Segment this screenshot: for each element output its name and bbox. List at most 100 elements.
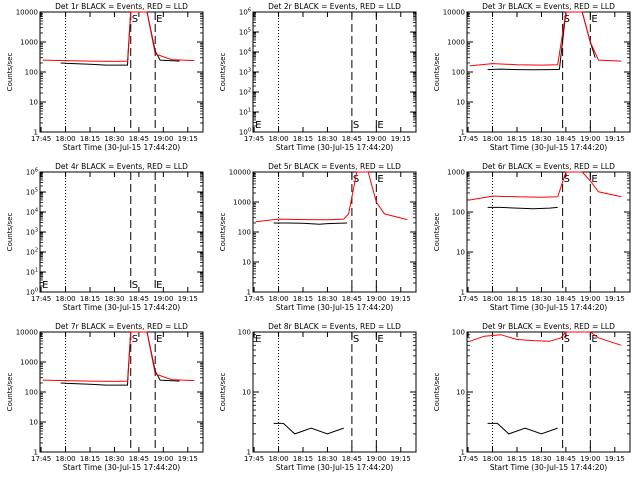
plot-frame xyxy=(252,11,417,133)
chart-panel-5: Det 5r BLACK = Events, RED = LLD 17:45 18:… xyxy=(219,162,417,312)
tick-exponent: 6 xyxy=(248,8,251,14)
plot-title: Det 5r BLACK = Events, RED = LLD xyxy=(268,162,401,171)
y-tick-label: 1 xyxy=(247,449,251,457)
series-events-line xyxy=(273,422,344,435)
marker-label: E xyxy=(255,120,261,131)
plot-title: Det 6r BLACK = Events, RED = LLD xyxy=(482,162,615,171)
y-tick-label: 100 xyxy=(452,69,465,77)
series-lld-line xyxy=(255,171,408,223)
y-tick-label: 1000 xyxy=(233,199,251,207)
x-tick-label: 18:15 xyxy=(80,295,100,303)
y-tick-label: 101 xyxy=(239,108,251,117)
y-axis-label: Counts/sec xyxy=(6,373,14,412)
y-axis-label: Counts/sec xyxy=(219,213,227,252)
x-tick-label: 18:00 xyxy=(55,455,75,463)
x-tick-label: 18:45 xyxy=(342,135,362,143)
x-tick-label: 18:30 xyxy=(317,135,337,143)
y-tick-label: 105 xyxy=(239,28,251,37)
marker-label: E xyxy=(591,334,597,345)
y-tick-label: 100 xyxy=(238,329,251,337)
marker-label: E xyxy=(42,280,48,291)
x-tick-label: 18:15 xyxy=(507,135,527,143)
y-axis-label: Counts/sec xyxy=(433,213,441,252)
y-tick-label: 101 xyxy=(26,268,38,277)
x-tick-label: 19:00 xyxy=(580,135,600,143)
x-tick-label: 17:45 xyxy=(31,455,51,463)
marker-label: S xyxy=(132,14,138,25)
y-tick-label: 1 xyxy=(34,449,38,457)
marker-label: S xyxy=(353,120,359,131)
x-tick-label: 17:45 xyxy=(458,455,478,463)
x-tick-label: 17:45 xyxy=(244,295,264,303)
y-axis-label: Counts/sec xyxy=(219,373,227,412)
x-tick-label: 18:45 xyxy=(129,295,149,303)
x-tick-label: 18:45 xyxy=(129,455,149,463)
x-tick-label: 19:00 xyxy=(153,455,173,463)
y-tick-label: 1 xyxy=(34,129,38,137)
y-tick-label: 10 xyxy=(242,259,251,267)
y-axis-label: Counts/sec xyxy=(433,373,441,412)
y-tick-label: 100 xyxy=(25,389,38,397)
tick-exponent: 3 xyxy=(35,228,38,234)
chart-panel-3: Det 3r BLACK = Events, RED = LLD 17:45 18:… xyxy=(433,2,631,152)
x-tick-label: 18:15 xyxy=(507,295,527,303)
plot-frame xyxy=(252,171,417,293)
series-lld-line xyxy=(42,11,195,62)
y-tick-label: 1000 xyxy=(447,169,465,177)
x-tick-label: 19:15 xyxy=(391,455,411,463)
y-axis-label: Counts/sec xyxy=(6,53,14,92)
x-tick-label: 19:00 xyxy=(153,295,173,303)
x-axis-label: Start Time (30-Jul-15 17:44:20) xyxy=(63,463,180,472)
y-tick-label: 1 xyxy=(461,289,465,297)
series-lld-line xyxy=(42,331,195,382)
tick-exponent: 0 xyxy=(35,288,38,294)
x-tick-label: 18:45 xyxy=(556,455,576,463)
plot-frame xyxy=(466,11,631,133)
x-tick-label: 19:15 xyxy=(178,135,198,143)
y-tick-label: 100 xyxy=(238,229,251,237)
y-tick-label: 10 xyxy=(456,99,465,107)
plot-title: Det 1r BLACK = Events, RED = LLD xyxy=(55,2,188,11)
y-tick-label: 102 xyxy=(239,88,251,97)
x-tick-label: 19:00 xyxy=(366,295,386,303)
y-tick-label: 10 xyxy=(456,249,465,257)
plot-frame xyxy=(252,331,417,453)
y-axis-label: Counts/sec xyxy=(433,53,441,92)
x-tick-label: 19:15 xyxy=(178,295,198,303)
marker-label: S xyxy=(353,174,359,185)
tick-exponent: 2 xyxy=(35,248,38,254)
tick-exponent: 1 xyxy=(248,108,251,114)
x-tick-label: 18:45 xyxy=(556,295,576,303)
y-tick-label: 100 xyxy=(239,128,251,137)
x-tick-label: 19:00 xyxy=(580,295,600,303)
chart-panel-7: Det 7r BLACK = Events, RED = LLD 17:45 18:… xyxy=(6,322,204,472)
y-tick-label: 1000 xyxy=(20,39,38,47)
marker-label: S xyxy=(132,280,138,291)
y-tick-label: 100 xyxy=(26,288,38,297)
marker-label: E xyxy=(377,120,383,131)
plot-frame xyxy=(39,11,204,133)
x-tick-label: 18:15 xyxy=(293,135,313,143)
series-lld-line xyxy=(469,171,622,201)
series-events-line xyxy=(273,222,348,225)
x-tick-label: 18:00 xyxy=(268,455,288,463)
tick-exponent: 4 xyxy=(35,208,38,214)
marker-label: E xyxy=(255,334,261,345)
y-tick-label: 10 xyxy=(29,419,38,427)
x-tick-label: 17:45 xyxy=(244,135,264,143)
plot-frame xyxy=(466,171,631,293)
x-tick-label: 18:15 xyxy=(293,455,313,463)
series-lld-line xyxy=(469,11,622,67)
y-tick-label: 10 xyxy=(456,389,465,397)
x-tick-label: 18:30 xyxy=(531,295,551,303)
marker-label: E xyxy=(156,14,162,25)
plot-title: Det 8r BLACK = Events, RED = LLD xyxy=(268,322,401,331)
y-tick-label: 1000 xyxy=(447,39,465,47)
series-events-line xyxy=(487,11,596,71)
chart-panel-8: Det 8r BLACK = Events, RED = LLD 17:45 18:… xyxy=(219,322,417,472)
x-axis-label: Start Time (30-Jul-15 17:44:20) xyxy=(490,143,607,152)
plot-frame xyxy=(39,171,204,293)
tick-exponent: 4 xyxy=(248,48,251,54)
x-tick-label: 18:15 xyxy=(80,455,100,463)
